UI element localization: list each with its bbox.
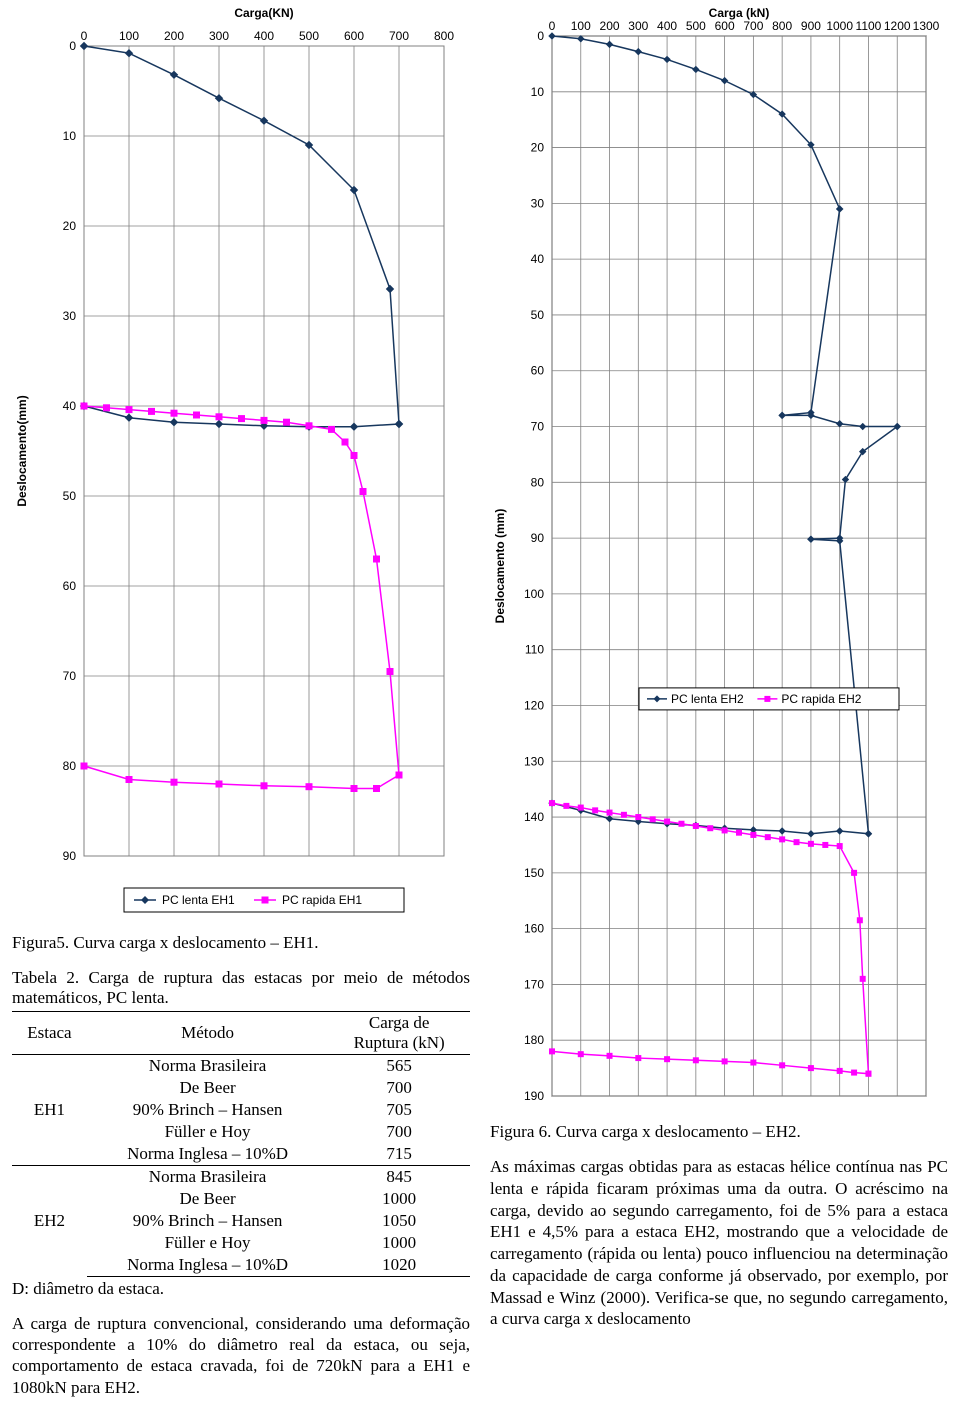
svg-text:160: 160 — [524, 922, 544, 936]
right-column: Carga (kN)010020030040050060070080090010… — [490, 4, 948, 1398]
svg-text:20: 20 — [63, 219, 77, 233]
svg-text:1200: 1200 — [884, 19, 911, 33]
svg-text:100: 100 — [119, 29, 139, 43]
svg-text:Carga (kN): Carga (kN) — [709, 6, 770, 20]
svg-text:500: 500 — [299, 29, 319, 43]
tabela2-title: Tabela 2. Carga de ruptura das estacas p… — [12, 968, 470, 1009]
svg-text:60: 60 — [531, 364, 545, 378]
svg-text:140: 140 — [524, 810, 544, 824]
svg-text:PC rapida EH2: PC rapida EH2 — [781, 692, 861, 706]
fig5-caption: Figura5. Curva carga x deslocamento – EH… — [12, 932, 470, 954]
svg-text:900: 900 — [801, 19, 821, 33]
svg-text:20: 20 — [531, 141, 545, 155]
svg-text:800: 800 — [434, 29, 454, 43]
svg-text:700: 700 — [743, 19, 763, 33]
svg-text:700: 700 — [389, 29, 409, 43]
left-column: Carga(KN) 0 100 200 300 400 500 600 700 800 0 10 20 3… — [12, 4, 470, 1398]
svg-text:80: 80 — [63, 759, 77, 773]
svg-text:70: 70 — [63, 669, 77, 683]
svg-text:70: 70 — [531, 420, 545, 434]
svg-text:10: 10 — [531, 85, 545, 99]
svg-text:200: 200 — [600, 19, 620, 33]
svg-text:0: 0 — [537, 29, 544, 43]
svg-text:80: 80 — [531, 475, 545, 489]
svg-text:130: 130 — [524, 754, 544, 768]
svg-text:Carga(KN): Carga(KN) — [234, 6, 293, 20]
tabela2: EstacaMétodoCarga deRuptura (kN)EH1Norma… — [12, 1011, 470, 1277]
svg-text:40: 40 — [531, 252, 545, 266]
svg-text:PC rapida EH1: PC rapida EH1 — [282, 893, 362, 907]
svg-text:100: 100 — [524, 587, 544, 601]
svg-text:Deslocamento(mm): Deslocamento(mm) — [15, 395, 29, 506]
svg-text:190: 190 — [524, 1089, 544, 1103]
chart-eh2: Carga (kN)010020030040050060070080090010… — [490, 4, 948, 1114]
svg-text:400: 400 — [657, 19, 677, 33]
svg-text:10: 10 — [63, 129, 77, 143]
svg-text:30: 30 — [531, 196, 545, 210]
svg-text:600: 600 — [715, 19, 735, 33]
svg-text:600: 600 — [344, 29, 364, 43]
svg-text:120: 120 — [524, 698, 544, 712]
svg-text:300: 300 — [628, 19, 648, 33]
svg-text:PC lenta EH2: PC lenta EH2 — [671, 692, 744, 706]
svg-text:60: 60 — [63, 579, 77, 593]
svg-text:1000: 1000 — [826, 19, 853, 33]
svg-text:110: 110 — [525, 643, 544, 657]
svg-text:800: 800 — [772, 19, 792, 33]
table-footnote: D: diâmetro da estaca. — [12, 1279, 470, 1299]
svg-text:PC lenta EH1: PC lenta EH1 — [162, 893, 235, 907]
svg-text:300: 300 — [209, 29, 229, 43]
svg-text:0: 0 — [81, 29, 88, 43]
svg-text:50: 50 — [63, 489, 77, 503]
svg-text:170: 170 — [524, 977, 544, 991]
svg-text:90: 90 — [63, 849, 77, 863]
chart-eh1: Carga(KN) 0 100 200 300 400 500 600 700 800 0 10 20 3… — [12, 4, 470, 924]
svg-text:400: 400 — [254, 29, 274, 43]
svg-text:1100: 1100 — [856, 19, 882, 33]
svg-text:50: 50 — [531, 308, 545, 322]
svg-text:0: 0 — [69, 39, 76, 53]
svg-text:1300: 1300 — [913, 19, 940, 33]
fig6-caption: Figura 6. Curva carga x deslocamento – E… — [490, 1122, 948, 1142]
svg-text:200: 200 — [164, 29, 184, 43]
svg-text:180: 180 — [524, 1033, 544, 1047]
svg-text:40: 40 — [63, 399, 77, 413]
svg-text:30: 30 — [63, 309, 77, 323]
svg-text:100: 100 — [571, 19, 591, 33]
right-body-text: As máximas cargas obtidas para as estaca… — [490, 1156, 948, 1330]
left-body-text: A carga de ruptura convencional, conside… — [12, 1313, 470, 1398]
svg-text:90: 90 — [531, 531, 545, 545]
svg-text:Deslocamento (mm): Deslocamento (mm) — [493, 509, 507, 624]
svg-text:0: 0 — [549, 19, 556, 33]
svg-text:500: 500 — [686, 19, 706, 33]
svg-text:150: 150 — [524, 866, 544, 880]
